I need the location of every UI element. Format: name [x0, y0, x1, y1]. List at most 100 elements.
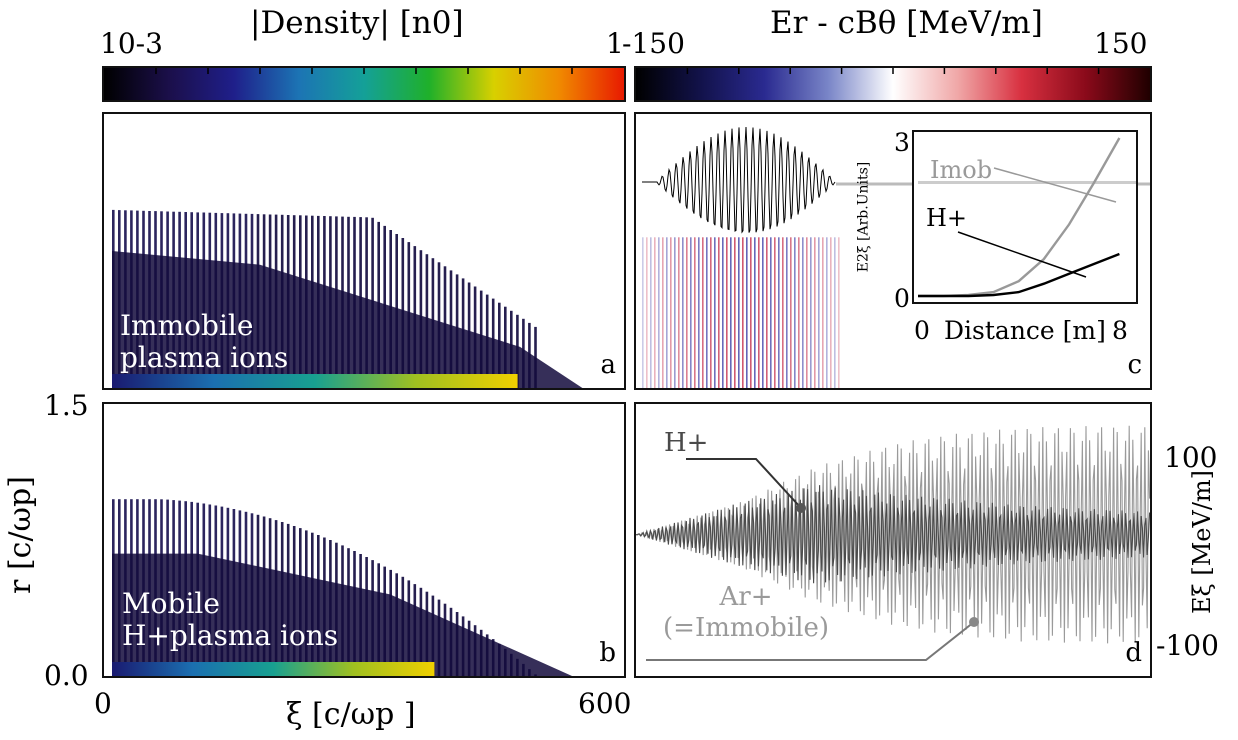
inset-y-tick-max: 3 — [894, 128, 910, 157]
panel-d-ar-marker — [969, 617, 979, 627]
inset-y-label: E2ξ [Arb.Units] — [855, 161, 872, 273]
panel-c-field-stripe — [774, 237, 776, 388]
inset-h-pointer — [957, 231, 1087, 278]
x-axis-label: ξ [c/ωp ] — [286, 697, 416, 732]
panel-b-annotation: Mobile H+plasma ions — [122, 587, 339, 653]
panel-c-field-stripe — [790, 237, 792, 388]
panel-b-density-core — [112, 662, 435, 676]
panel-c-field-stripe — [690, 237, 692, 388]
panel-d-label-ar: Ar+ (=Immobile) — [663, 582, 829, 644]
field-colorbar-tick-max: 150 — [1094, 27, 1148, 60]
density-colorbar-title: |Density| [n0] — [250, 5, 464, 41]
panel-c-field-stripe — [758, 237, 760, 388]
panel-b-letter: b — [599, 638, 616, 668]
x-tick-right: 600 — [578, 687, 632, 720]
density-colorbar-tick-min: 10-3 — [100, 27, 163, 60]
panel-a-annotation: Immobile plasma ions — [120, 309, 288, 374]
panel-c-field-stripe — [650, 237, 652, 388]
panel-c-field-stripe — [746, 237, 748, 388]
panel-c-field-stripe — [742, 237, 744, 388]
panel-c-letter: c — [1127, 350, 1142, 380]
panel-c-field-stripe — [830, 237, 832, 388]
panel-c-field-stripe — [802, 237, 804, 388]
panel-c-field-stripe — [782, 237, 784, 388]
field-colorbar-title: Er - cBθ [MeV/m] — [770, 5, 1043, 41]
panel-c-field-stripe — [822, 237, 824, 388]
panel-c-field-stripe — [766, 237, 768, 388]
panel-d-y-tick-bottom: -100 — [1156, 629, 1219, 662]
panel-c-field-stripe — [694, 237, 696, 388]
panel-c-field-stripe — [794, 237, 796, 388]
panel-d-h-marker — [796, 503, 806, 513]
panel-c-field-stripe — [698, 237, 700, 388]
inset-x-label: Distance [m] — [944, 316, 1106, 345]
panel-c-field-stripe — [786, 237, 788, 388]
panel-c-field-stripe — [730, 237, 732, 388]
panel-c-wave-packet — [642, 126, 836, 234]
panel-c-field-stripe — [806, 237, 808, 388]
panel-a-density-core — [112, 374, 518, 388]
panel-c-field-stripe — [686, 237, 688, 388]
field-colorbar-tick-min: -150 — [622, 27, 685, 60]
panel-c-field-stripe — [818, 237, 820, 388]
panel-c-plot — [642, 126, 1150, 388]
panel-d-h-pointer — [686, 458, 802, 509]
panel-d-plot — [636, 425, 1150, 661]
panel-a-annotation-line1: Immobile — [120, 309, 254, 342]
panel-c-field-stripe — [722, 237, 724, 388]
panel-a: Immobile plasma ions a — [102, 112, 626, 390]
panel-d-y-label: Eξ [MeV/m] — [1188, 469, 1217, 615]
panel-c-field-stripe — [770, 237, 772, 388]
panel-c-field-stripe — [654, 237, 656, 388]
panel-b-density-body — [112, 553, 572, 676]
panel-d-letter: d — [1125, 638, 1142, 668]
panel-d-y-tick-top: 100 — [1164, 441, 1218, 474]
panel-c-field-stripe — [706, 237, 708, 388]
x-tick-left: 0 — [94, 687, 112, 720]
panel-d-ar-pointer — [646, 621, 975, 661]
panel-c-field-stripe — [734, 237, 736, 388]
panel-d-label-h: H+ — [664, 428, 709, 458]
y-tick-top: 1.5 — [44, 389, 89, 422]
y-tick-bottom: 0.0 — [44, 659, 89, 692]
panel-b-annotation-line2: H+plasma ions — [122, 619, 339, 653]
panel-c-field-stripe — [738, 237, 740, 388]
panel-a-density-body — [112, 251, 583, 388]
panel-c-field-stripe — [798, 237, 800, 388]
inset-x-tick-min: 0 — [914, 316, 930, 345]
panel-c-field-stripe — [674, 237, 676, 388]
panel-d: H+ Ar+ (=Immobile) d — [634, 402, 1152, 678]
inset-line-1 — [918, 252, 1120, 298]
panel-c-field-stripe — [814, 237, 816, 388]
panel-c-field-stripe — [702, 237, 704, 388]
panel-c-field-stripe — [682, 237, 684, 388]
panel-c-field-stripe — [666, 237, 668, 388]
density-colorbar-gradient — [104, 68, 624, 100]
panel-c-field-stripe — [810, 237, 812, 388]
panel-a-letter: a — [600, 350, 616, 380]
panel-c-field-stripe — [714, 237, 716, 388]
panel-b-plot — [112, 499, 572, 676]
panel-c-field-stripe — [662, 237, 664, 388]
panel-c-field-stripe — [642, 237, 644, 388]
inset-plot — [918, 137, 1136, 298]
panel-c-field-stripe — [710, 237, 712, 388]
inset-x-tick-max: 8 — [1112, 316, 1128, 345]
panel-c-field-stripe — [646, 237, 648, 388]
panel-c-field-stripe — [726, 237, 728, 388]
density-colorbar-tick-max: 1 — [606, 27, 624, 60]
panel-c-field-stripe — [826, 237, 828, 388]
panel-b-annotation-line1: Mobile — [122, 587, 220, 620]
inset-legend-h: H+ — [926, 204, 968, 232]
inset-box — [912, 130, 1138, 304]
panel-c-field-stripe — [658, 237, 660, 388]
inset-legend-imob: Imob — [930, 156, 993, 184]
inset-y-tick-min: 0 — [894, 284, 910, 313]
panel-c-field-stripe — [754, 237, 756, 388]
panel-d-trace-0 — [636, 485, 1150, 584]
panel-b: Mobile H+plasma ions b — [102, 402, 626, 678]
y-axis-label: r [c/ωp] — [2, 476, 38, 594]
field-colorbar-gradient — [636, 68, 1150, 100]
density-colorbar — [102, 66, 626, 102]
panel-c-field-stripe — [750, 237, 752, 388]
